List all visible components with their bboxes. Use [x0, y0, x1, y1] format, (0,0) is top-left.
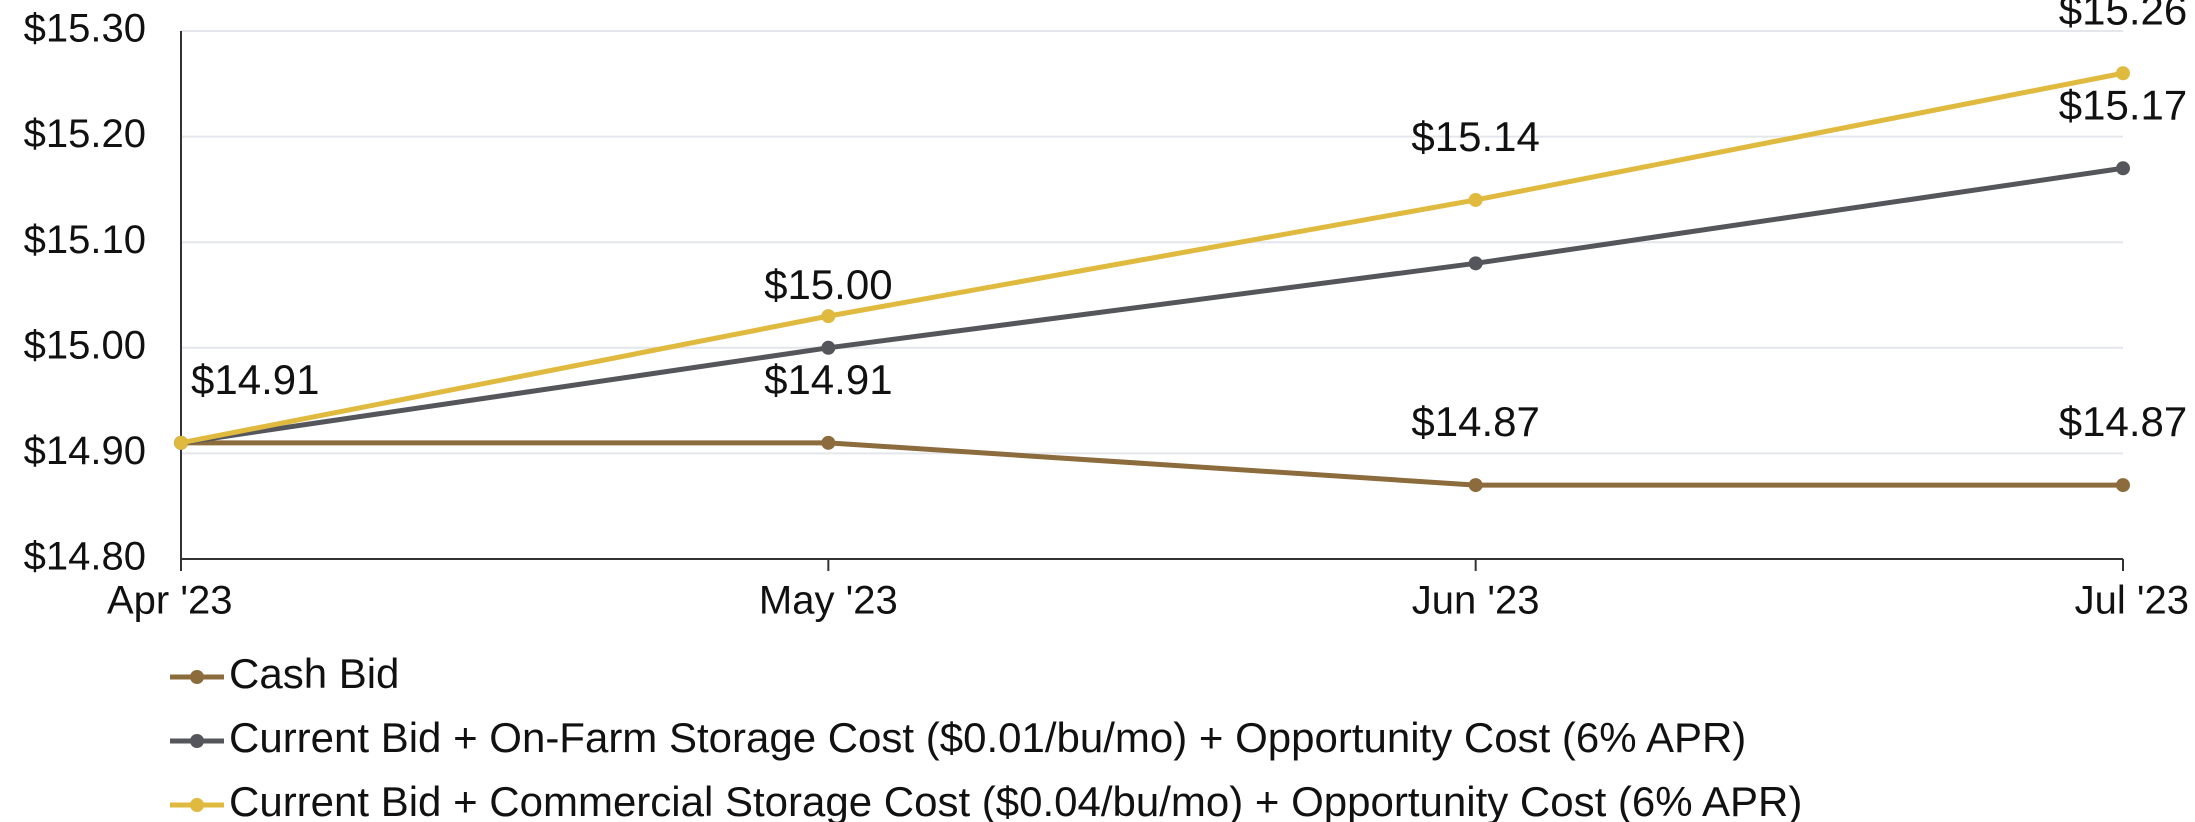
y-tick-label: $15.30 [24, 7, 146, 51]
y-tick-label: $15.10 [24, 218, 146, 262]
y-tick-label: $15.20 [24, 112, 146, 156]
legend-swatch-dot [190, 798, 204, 812]
x-tick-label: Jul '23 [2075, 579, 2189, 623]
legend-label: Cash Bid [229, 650, 399, 697]
series-line [180, 165, 2124, 446]
x-tick-label: May '23 [759, 579, 898, 623]
series-point [821, 309, 836, 324]
series-point [821, 435, 836, 450]
data-label: $15.00 [764, 261, 892, 308]
data-label: $14.87 [1411, 398, 1539, 445]
series-point [2116, 66, 2130, 81]
legend-swatch-dot [190, 734, 204, 748]
series-point [1468, 256, 1483, 271]
data-label: $15.14 [1411, 113, 1539, 160]
data-label: $15.26 [2059, 0, 2187, 33]
y-tick-label: $14.80 [24, 535, 146, 579]
data-label: $14.91 [764, 356, 892, 403]
series-point [1468, 478, 1483, 493]
x-tick-label: Jun '23 [1412, 579, 1540, 623]
series-line [181, 440, 2123, 488]
y-tick-label: $15.00 [24, 323, 146, 367]
series-point [2116, 478, 2130, 493]
data-label: $14.91 [191, 356, 319, 403]
series-point [2116, 161, 2130, 176]
y-tick-label: $14.90 [24, 429, 146, 473]
legend-label: Current Bid + Commercial Storage Cost ($… [229, 778, 1802, 822]
data-label: $14.87 [2059, 398, 2187, 445]
legend-swatch-dot [190, 670, 204, 684]
series-point [1468, 192, 1483, 207]
data-label: $15.17 [2059, 81, 2187, 128]
x-tick-label: Apr '23 [107, 579, 233, 623]
series-point [174, 435, 188, 450]
legend-label: Current Bid + On-Farm Storage Cost ($0.0… [229, 714, 1746, 761]
series-line [180, 70, 2124, 446]
series-point [821, 340, 836, 355]
